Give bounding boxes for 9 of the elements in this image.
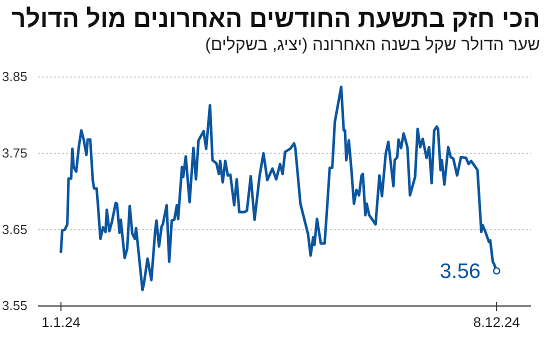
y-tick-label: 3.65 <box>2 222 28 237</box>
chart-subtitle: שער הדולר שקל בשנה האחרונה (יציג, בשקלים) <box>205 35 540 54</box>
annotation: 3.56 <box>440 260 481 283</box>
y-tick-label: 3.55 <box>2 298 28 314</box>
x-tick-label: 8.12.24 <box>473 314 520 330</box>
chart-title: הכי חזק בתשעת החודשים האחרונים מול הדולר <box>12 5 540 33</box>
x-tick-label: 1.1.24 <box>41 314 81 330</box>
y-tick-label: 3.85 <box>2 69 28 84</box>
y-tick-label: 3.75 <box>2 145 28 160</box>
